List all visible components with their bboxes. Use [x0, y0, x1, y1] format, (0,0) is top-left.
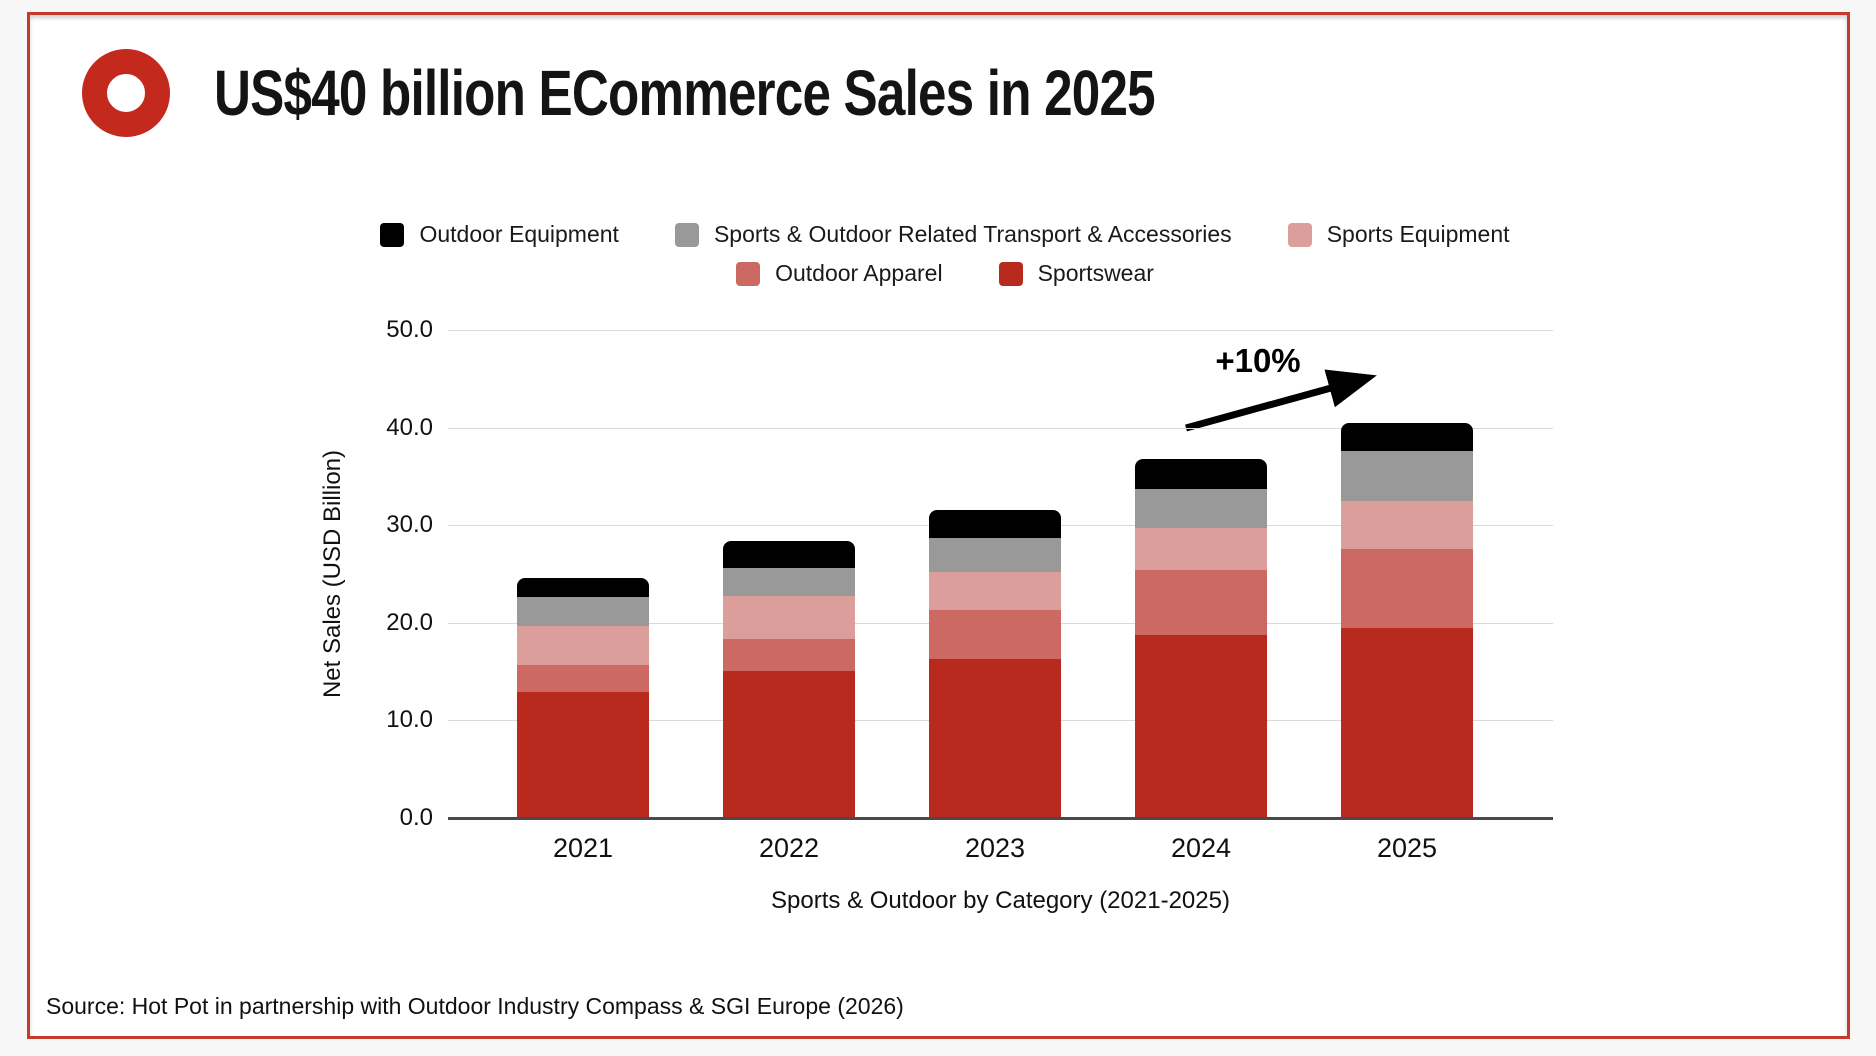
bar-segment-outdoor-apparel-2025 [1341, 548, 1473, 628]
bar-2021 [517, 577, 649, 817]
bar-segment-outdoor-apparel-2021 [517, 664, 649, 693]
legend-label: Sportswear [1037, 260, 1154, 286]
y-tick-label: 30.0 [386, 511, 433, 539]
x-tick-label: 2021 [552, 833, 614, 863]
bar-segment-sports-outdoor-related-transport-accessories-2024 [1135, 489, 1267, 529]
growth-annotation: +10% [1215, 342, 1301, 379]
bar-2025 [1341, 422, 1473, 817]
legend-item-sports-outdoor-related-transport-accessories: Sports & Outdoor Related Transport & Acc… [674, 221, 1232, 248]
legend-item-outdoor-apparel: Outdoor Apparel [736, 260, 943, 287]
bar-segment-outdoor-equipment-2022 [723, 540, 855, 569]
x-tick-label: 2023 [964, 833, 1026, 863]
legend-label: Sports Equipment [1326, 221, 1510, 247]
y-tick-label: 40.0 [386, 413, 433, 441]
legend-item-outdoor-equipment: Outdoor Equipment [380, 221, 619, 248]
bar-segment-sportswear-2025 [1341, 627, 1473, 817]
bar-segment-sportswear-2024 [1135, 634, 1267, 817]
bar-segment-sports-outdoor-related-transport-accessories-2023 [929, 537, 1061, 573]
x-tick-label: 2024 [1170, 833, 1232, 863]
bar-segment-outdoor-equipment-2025 [1341, 422, 1473, 452]
header: US$40 billion ECommerce Sales in 2025 [82, 49, 1390, 137]
bar-segment-sportswear-2023 [929, 658, 1061, 817]
gridline [448, 330, 1553, 331]
x-axis-line [448, 817, 1553, 820]
y-tick-label: 10.0 [386, 706, 433, 734]
bar-segment-sports-equipment-2024 [1135, 528, 1267, 571]
legend-swatch-icon [674, 222, 699, 247]
legend-swatch-icon [998, 261, 1023, 286]
y-tick-label: 50.0 [386, 316, 433, 343]
bar-segment-sports-outdoor-related-transport-accessories-2021 [517, 597, 649, 626]
x-tick-label: 2025 [1376, 833, 1438, 863]
bar-2022 [723, 540, 855, 817]
bar-segment-sports-outdoor-related-transport-accessories-2025 [1341, 451, 1473, 501]
bar-segment-sportswear-2022 [723, 670, 855, 817]
y-axis-title: Net Sales (USD Billion) [319, 449, 346, 699]
legend-row: Outdoor Equipment Sports & Outdoor Relate… [380, 221, 1510, 248]
legend-swatch-icon [380, 222, 405, 247]
legend-swatch-icon [1287, 222, 1312, 247]
legend-item-sports-equipment: Sports Equipment [1287, 221, 1510, 248]
legend-label: Sports & Outdoor Related Transport & Acc… [713, 221, 1232, 247]
x-tick-label: 2022 [758, 833, 820, 863]
legend-label: Outdoor Apparel [775, 260, 943, 286]
chart-legend: Outdoor Equipment Sports & Outdoor Relate… [210, 221, 1680, 287]
legend-item-sportswear: Sportswear [998, 260, 1154, 287]
brand-logo-ring-icon [82, 49, 170, 137]
legend-swatch-icon [736, 261, 761, 286]
bar-segment-outdoor-apparel-2022 [723, 639, 855, 671]
bar-segment-outdoor-equipment-2023 [929, 509, 1061, 538]
page-title: US$40 billion ECommerce Sales in 2025 [214, 57, 1156, 129]
plot-area: +10% [448, 330, 1553, 820]
bar-segment-sports-equipment-2025 [1341, 500, 1473, 549]
x-axis-title: Sports & Outdoor by Category (2021-2025) [771, 887, 1230, 914]
bar-segment-outdoor-equipment-2021 [517, 577, 649, 598]
legend-label: Outdoor Equipment [419, 221, 619, 247]
bar-segment-sports-outdoor-related-transport-accessories-2022 [723, 568, 855, 597]
bar-segment-sports-equipment-2023 [929, 572, 1061, 611]
growth-arrow-icon [1185, 369, 1377, 432]
bar-segment-outdoor-apparel-2023 [929, 610, 1061, 659]
source-note: Source: Hot Pot in partnership with Outd… [46, 993, 904, 1019]
bar-2023 [929, 509, 1061, 817]
bar-segment-outdoor-equipment-2024 [1135, 458, 1267, 490]
y-tick-label: 20.0 [386, 608, 433, 636]
bar-segment-sports-equipment-2022 [723, 596, 855, 640]
chart-card: US$40 billion ECommerce Sales in 2025 Ou… [27, 12, 1850, 1039]
bar-segment-sports-equipment-2021 [517, 625, 649, 665]
gridline [448, 427, 1553, 429]
bar-segment-sportswear-2021 [517, 692, 649, 817]
bar-2024 [1135, 458, 1267, 817]
legend-row: Outdoor Apparel Sportswear [736, 260, 1154, 287]
y-tick-label: 0.0 [399, 804, 433, 831]
bar-segment-outdoor-apparel-2024 [1135, 570, 1267, 635]
